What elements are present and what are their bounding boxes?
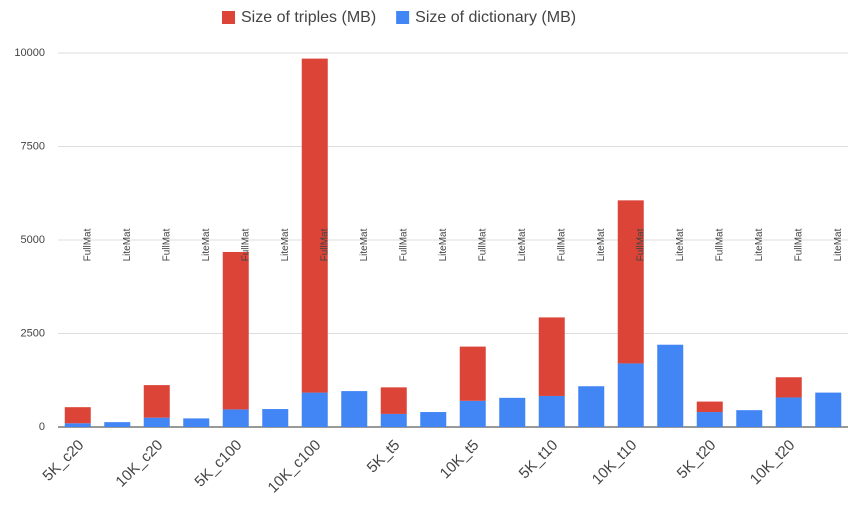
x-tick-label: 5K_c20 [39,437,87,485]
bar-segment [775,397,802,427]
bar-annotation: LiteMat [438,228,449,261]
legend-swatch [396,11,410,24]
bar-annotation: FullMat [556,228,567,261]
bar-segment [183,418,210,427]
bar-segment [341,391,368,427]
bar-segment [420,412,447,427]
bar-annotation: LiteMat [596,228,607,261]
bar-segment [617,200,644,364]
y-tick-label: 5000 [21,234,45,246]
bar-annotation: LiteMat [201,228,212,261]
bar-segment [380,387,407,414]
bar-segment [143,385,170,418]
x-tick-label: 10K_c20 [112,437,166,491]
bar-segment [538,395,565,427]
y-tick-label: 10000 [14,47,45,59]
bar-segment [775,377,802,398]
bar-segment [657,344,684,427]
bar-segment [301,58,328,393]
bar-segment [696,412,723,427]
legend-label: Size of triples (MB) [241,9,376,26]
bar-annotation: FullMat [240,228,251,261]
bar-annotation: LiteMat [280,228,291,261]
bar-segment [301,392,328,427]
bar-segment [222,251,249,410]
legend-swatch [222,11,235,24]
y-tick-label: 2500 [21,327,45,339]
x-tick-label: 5K_t10 [516,437,562,483]
bar-segment [143,417,170,427]
bar-annotation: FullMat [398,228,409,261]
bar-annotation: FullMat [793,228,804,261]
bar-annotation: FullMat [714,228,725,261]
bar-segment [459,346,486,401]
bar-segment [64,407,91,424]
x-tick-label: 10K_t20 [747,437,799,489]
y-tick-label: 0 [39,421,45,433]
bar-annotation: FullMat [477,228,488,261]
x-tick-label: 10K_c100 [265,437,325,497]
bar-annotation: LiteMat [675,228,686,261]
legend-label: Size of dictionary (MB) [415,9,576,26]
bar-segment [499,397,526,427]
bar-segment [696,401,723,413]
bar-segment [262,409,289,427]
x-tick-label: 5K_c100 [191,437,245,491]
bar-segment [380,413,407,427]
bar-segment [578,386,605,427]
x-tick-label: 5K_t5 [364,437,404,477]
y-tick-label: 7500 [21,140,45,152]
bar-segment [222,409,249,427]
bar-segment [104,422,131,427]
bar-annotation: FullMat [82,228,93,261]
bar-annotation: LiteMat [122,228,133,261]
bar-segment [538,317,565,396]
x-tick-label: 5K_t20 [674,437,720,483]
bar-annotation: FullMat [319,228,330,261]
bar-segment [617,363,644,427]
bar-annotation: LiteMat [833,228,844,261]
bar-annotation: LiteMat [754,228,765,261]
bar-annotation: LiteMat [517,228,528,261]
bar-segment [736,410,763,427]
bar-annotation: LiteMat [359,228,370,261]
bar-segment [64,423,91,427]
x-tick-label: 10K_t5 [437,437,483,483]
bar-segment [459,400,486,427]
bar-annotation: FullMat [161,228,172,261]
bar-segment [815,392,842,427]
bar-annotation: FullMat [635,228,646,261]
x-tick-label: 10K_t10 [589,437,641,489]
